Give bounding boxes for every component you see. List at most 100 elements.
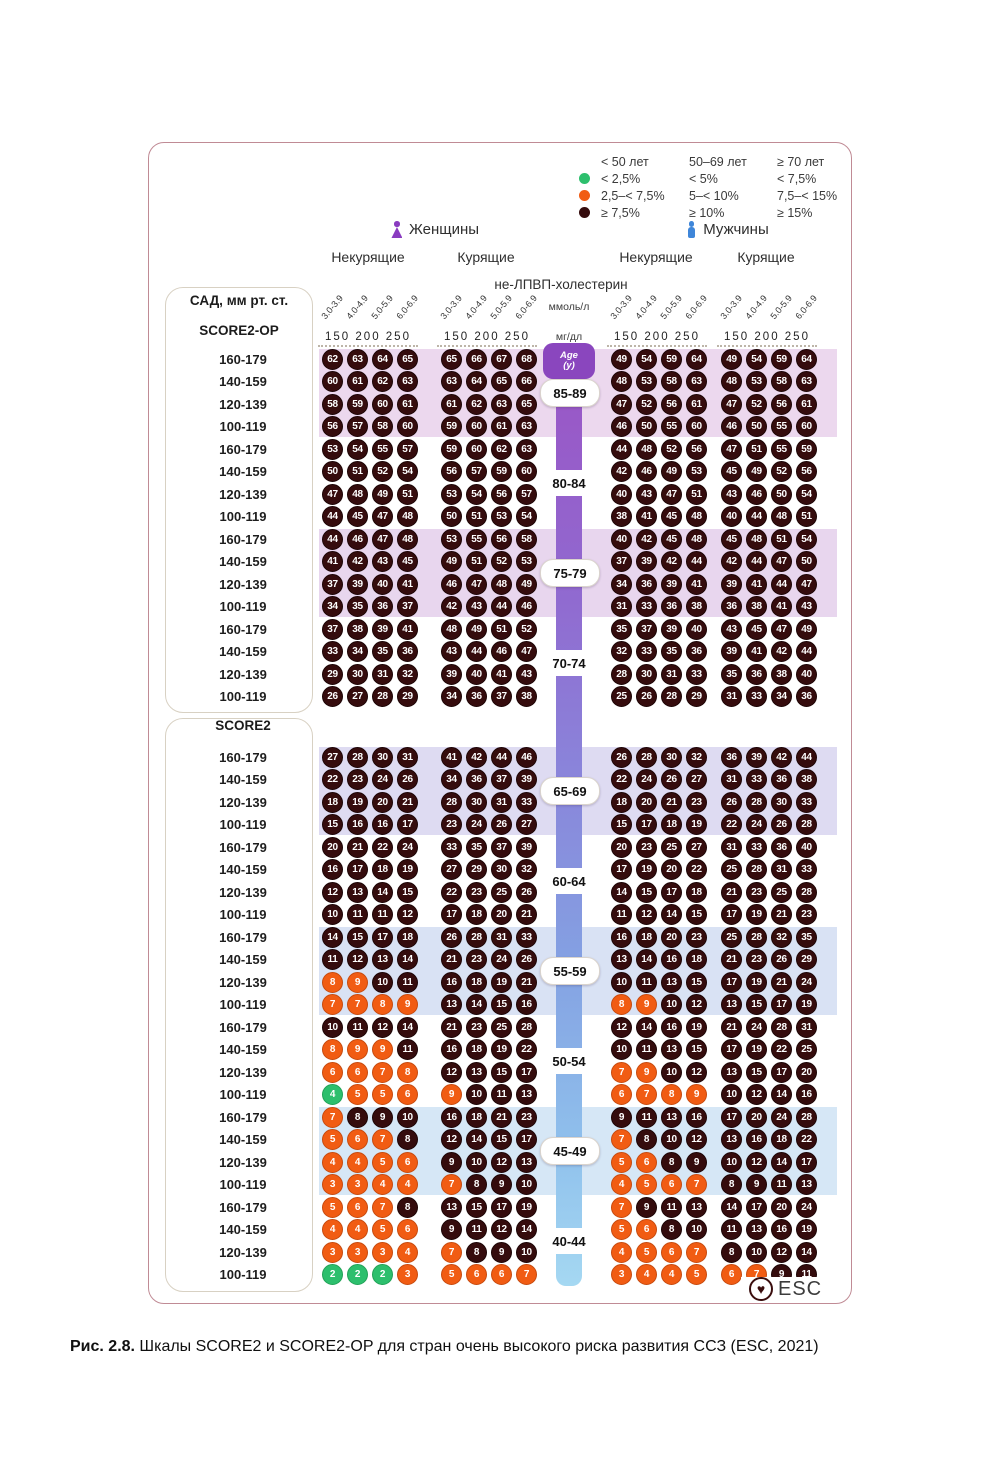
axis-dotted-line [607, 345, 707, 347]
risk-cell: 15 [491, 994, 512, 1016]
risk-cell: 15 [636, 881, 657, 903]
risk-cell: 11 [721, 1219, 742, 1241]
risk-cell: 14 [771, 1151, 792, 1173]
risk-cell: 9 [611, 1106, 632, 1128]
risk-cell: 55 [771, 438, 792, 460]
risk-cell: 14 [796, 1241, 817, 1263]
risk-cell: 49 [516, 573, 537, 595]
risk-cell: 42 [771, 641, 792, 663]
mgdl-tick-labels: 150 200 250 [724, 331, 810, 343]
risk-cell: 6 [661, 1174, 682, 1196]
risk-cell: 47 [721, 393, 742, 415]
risk-cell: 37 [491, 686, 512, 708]
risk-cell: 63 [516, 438, 537, 460]
risk-cell: 60 [466, 416, 487, 438]
risk-cell: 42 [636, 528, 657, 550]
risk-cell: 16 [372, 814, 393, 836]
risk-cell: 9 [636, 994, 657, 1016]
risk-cell: 49 [746, 461, 767, 483]
age-range-label: 85-89 [540, 379, 600, 407]
mgdl-tick-labels: 150 200 250 [325, 331, 411, 343]
risk-cell: 35 [721, 663, 742, 685]
risk-cell: 61 [397, 393, 418, 415]
risk-cell: 17 [397, 814, 418, 836]
risk-cell: 43 [516, 663, 537, 685]
women-smokers-label: Курящие [457, 249, 515, 265]
risk-cell: 53 [441, 483, 462, 505]
risk-cell: 18 [661, 814, 682, 836]
risk-cell: 7 [516, 1264, 537, 1286]
risk-cell: 10 [661, 1129, 682, 1151]
risk-cell: 46 [347, 528, 368, 550]
risk-cell: 39 [347, 573, 368, 595]
risk-cell: 11 [322, 949, 343, 971]
risk-cell: 48 [746, 528, 767, 550]
risk-cell: 26 [661, 769, 682, 791]
risk-cell: 54 [466, 483, 487, 505]
risk-cell: 56 [491, 483, 512, 505]
risk-cell: 41 [771, 596, 792, 618]
risk-cell: 17 [721, 1039, 742, 1061]
risk-cell: 32 [686, 746, 707, 768]
risk-grid-msm: 25 28 32 35 21 23 26 29 17 19 21 24 13 15 17 19 [719, 926, 817, 1016]
risk-cell: 51 [347, 461, 368, 483]
risk-cell: 44 [322, 528, 343, 550]
sbp-row-label: 120-139 [219, 884, 267, 900]
risk-cell: 18 [771, 1129, 792, 1151]
risk-cell: 17 [611, 859, 632, 881]
risk-cell: 13 [746, 1219, 767, 1241]
risk-cell: 19 [397, 859, 418, 881]
moderate-risk-dot-icon [579, 190, 590, 201]
sbp-row-label: 140-159 [219, 952, 267, 968]
risk-cell: 23 [796, 904, 817, 926]
risk-grid-mns: 20 23 25 27 17 19 20 22 14 15 17 18 11 12 14 15 [609, 836, 707, 926]
risk-cell: 43 [466, 596, 487, 618]
sbp-row-label: 120-139 [219, 1154, 267, 1170]
risk-cell: 25 [796, 1039, 817, 1061]
sbp-row-label: 100-119 [219, 599, 267, 615]
risk-cell: 49 [796, 618, 817, 640]
risk-cell: 61 [491, 416, 512, 438]
legend-cell: ≥ 7,5% [601, 205, 640, 220]
risk-cell: 8 [636, 1129, 657, 1151]
risk-cell: 8 [661, 1219, 682, 1241]
risk-cell: 26 [516, 881, 537, 903]
risk-cell: 42 [771, 746, 792, 768]
risk-cell: 7 [322, 1106, 343, 1128]
risk-cell: 30 [771, 791, 792, 813]
risk-cell: 9 [686, 1151, 707, 1173]
risk-cell: 62 [372, 371, 393, 393]
risk-cell: 48 [636, 438, 657, 460]
risk-cell: 19 [491, 1039, 512, 1061]
chol-tick-label: 5.0-5.9 [488, 293, 515, 321]
risk-cell: 14 [466, 1129, 487, 1151]
risk-cell: 20 [771, 1196, 792, 1218]
risk-cell: 28 [347, 746, 368, 768]
risk-cell: 9 [746, 1174, 767, 1196]
risk-grid-mns: 40 42 45 48 37 39 42 44 34 36 39 41 31 33 36 38 [609, 528, 707, 618]
risk-cell: 37 [397, 596, 418, 618]
risk-cell: 8 [466, 1241, 487, 1263]
risk-cell: 18 [372, 859, 393, 881]
risk-cell: 46 [746, 483, 767, 505]
risk-grid-mns: 35 37 39 40 32 33 35 36 28 30 31 33 25 26 28 29 [609, 618, 707, 708]
risk-cell: 21 [397, 791, 418, 813]
risk-cell: 13 [372, 949, 393, 971]
risk-cell: 33 [746, 686, 767, 708]
risk-cell: 23 [516, 1106, 537, 1128]
risk-cell: 24 [636, 769, 657, 791]
risk-cell: 42 [661, 551, 682, 573]
risk-cell: 23 [636, 836, 657, 858]
risk-cell: 31 [721, 769, 742, 791]
risk-cell: 36 [397, 641, 418, 663]
risk-cell: 3 [397, 1264, 418, 1286]
risk-cell: 33 [686, 663, 707, 685]
risk-cell: 28 [441, 791, 462, 813]
risk-cell: 60 [466, 438, 487, 460]
risk-cell: 12 [441, 1129, 462, 1151]
risk-cell: 12 [322, 881, 343, 903]
score2-chart-panel: < 50 лет 50–69 лет ≥ 70 лет < 2,5% < 5% … [148, 142, 852, 1304]
risk-cell: 11 [771, 1174, 792, 1196]
risk-cell: 33 [516, 926, 537, 948]
